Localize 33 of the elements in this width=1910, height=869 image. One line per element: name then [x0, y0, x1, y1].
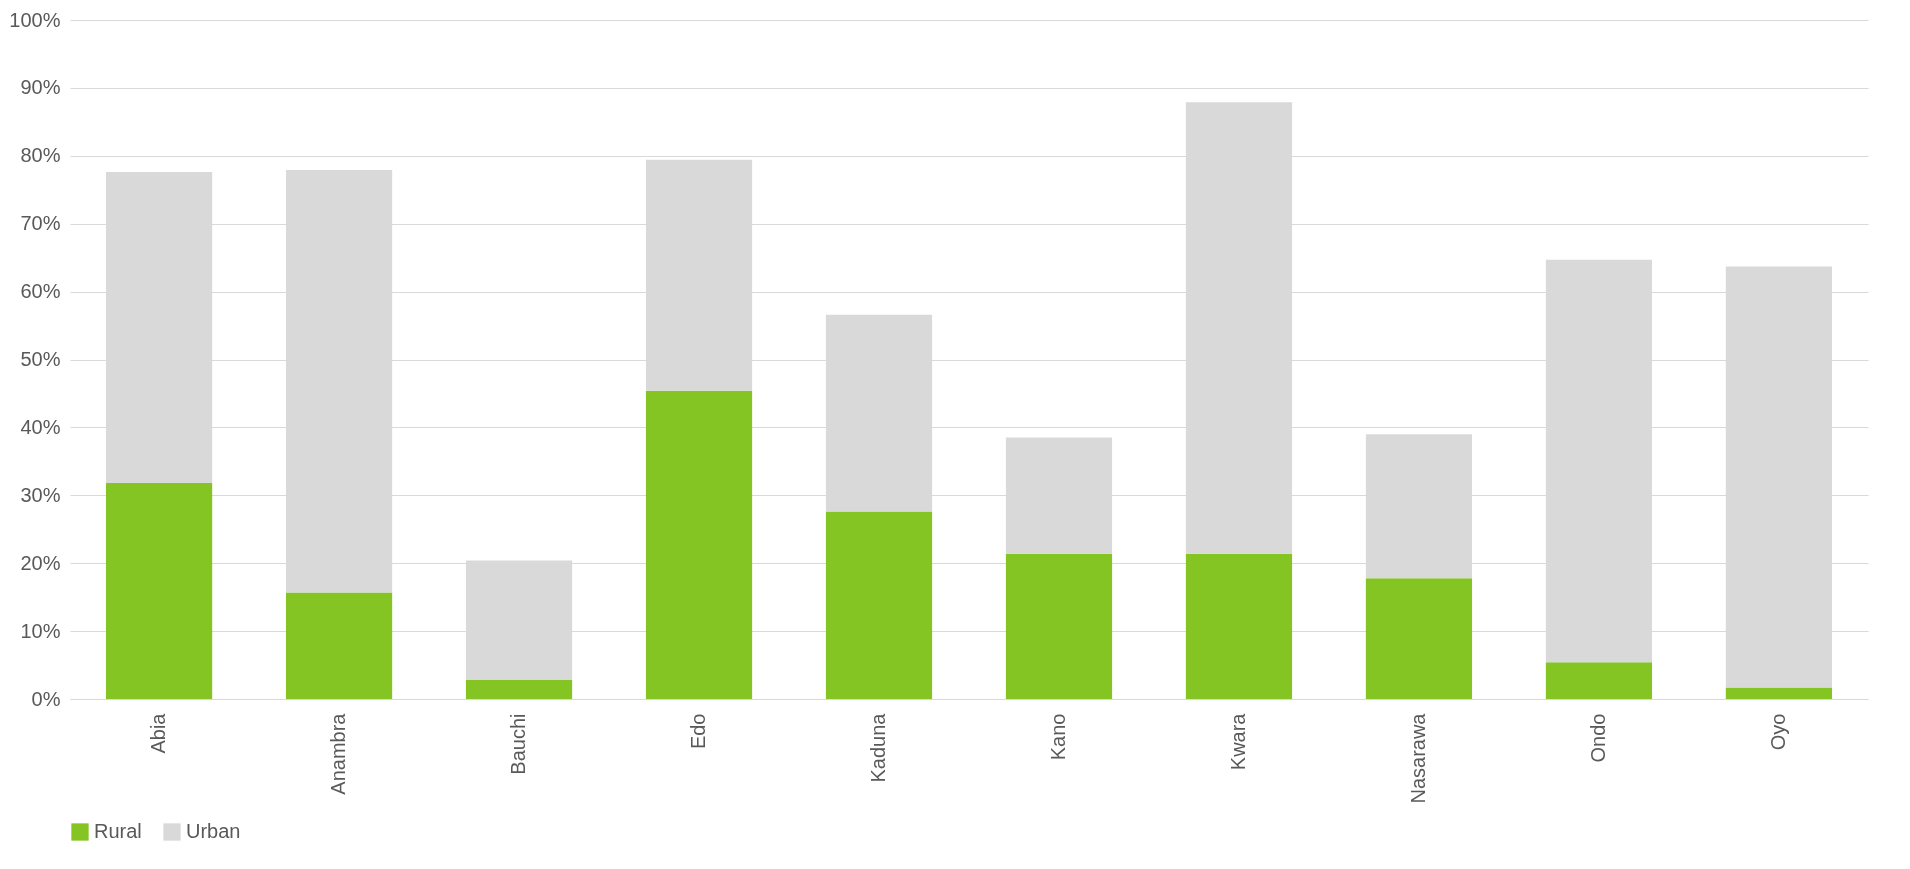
bar — [1725, 687, 1832, 699]
bar — [1185, 553, 1293, 699]
y-tick-label: 70% — [20, 212, 61, 235]
x-tick-label: Kano — [1046, 713, 1069, 761]
x-tick-label: Anambra — [327, 712, 350, 795]
x-tick-label: Oyo — [1766, 713, 1789, 751]
y-tick-label: 90% — [20, 76, 61, 99]
x-tick-label: Kaduna — [867, 712, 890, 783]
bar — [645, 390, 753, 699]
bar — [1005, 553, 1113, 699]
bar — [1365, 578, 1473, 699]
y-tick-label: 80% — [20, 144, 61, 167]
y-tick-label: 30% — [20, 483, 61, 506]
legend-label: Urban — [186, 820, 241, 842]
x-tick-label: Bauchi — [507, 713, 530, 775]
legend-label: Rural — [94, 820, 142, 842]
y-tick-label: 10% — [20, 619, 61, 642]
y-tick-label: 50% — [20, 348, 61, 370]
y-tick-label: 20% — [20, 551, 61, 574]
bar — [1545, 662, 1653, 699]
y-tick-label: 60% — [20, 280, 61, 303]
y-tick-label: 40% — [20, 415, 61, 438]
x-tick-label: Kwara — [1226, 712, 1249, 771]
bar — [465, 679, 573, 699]
x-tick-label: Nasarawa — [1406, 712, 1429, 804]
y-tick-label: 100% — [9, 8, 61, 31]
bar — [106, 483, 213, 699]
x-tick-label: Abia — [147, 712, 170, 754]
y-tick-label: 0% — [31, 687, 61, 710]
x-tick-label: Ondo — [1586, 713, 1609, 763]
bar — [285, 592, 393, 699]
x-tick-label: Edo — [687, 713, 710, 750]
bar — [825, 511, 933, 699]
